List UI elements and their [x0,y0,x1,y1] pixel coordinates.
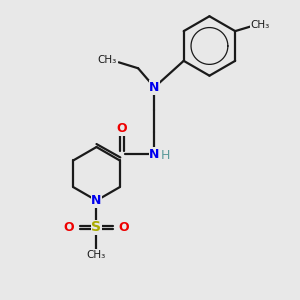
Text: CH₃: CH₃ [87,250,106,260]
Text: CH₃: CH₃ [98,55,117,65]
Text: N: N [91,194,102,207]
Text: O: O [64,221,74,234]
Text: N: N [149,81,160,94]
Text: N: N [149,148,160,161]
Text: O: O [118,221,129,234]
Text: O: O [116,122,127,135]
Text: H: H [161,149,170,162]
Text: S: S [92,220,101,234]
Text: CH₃: CH₃ [251,20,270,30]
